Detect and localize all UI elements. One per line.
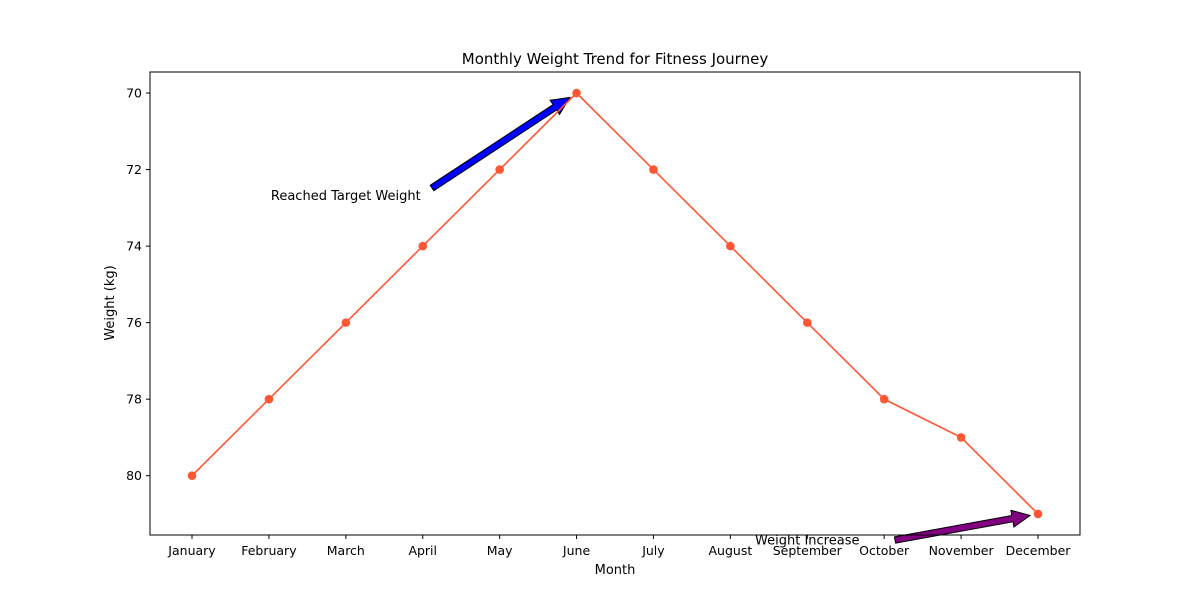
data-point xyxy=(187,471,197,480)
data-point xyxy=(572,88,581,98)
data-point xyxy=(956,433,966,442)
annotation-arrows xyxy=(429,96,1032,544)
annotation-text: Reached Target Weight xyxy=(271,189,421,204)
data-point xyxy=(802,318,812,327)
plot-area-frame xyxy=(149,71,1081,536)
annotation-arrow xyxy=(429,96,571,192)
x-axis-label: Month xyxy=(595,563,636,578)
data-point xyxy=(726,241,735,251)
y-tick-label: 74 xyxy=(126,239,142,254)
x-tick-label: February xyxy=(241,543,297,558)
annotation-texts: Reached Target Weight Weight Increase xyxy=(271,189,860,548)
data-point xyxy=(649,165,658,174)
data-point xyxy=(264,394,274,404)
y-axis-label: Weight (kg) xyxy=(103,265,118,340)
x-tick-label: April xyxy=(408,543,437,558)
annotation-arrow xyxy=(893,509,1032,544)
chart-title: Monthly Weight Trend for Fitness Journey xyxy=(462,50,769,68)
y-axis: 70 72 74 76 78 80 xyxy=(126,86,150,483)
y-tick-label: 80 xyxy=(126,468,142,483)
series-line xyxy=(191,91,1039,515)
x-tick-label: January xyxy=(167,543,216,558)
x-tick-label: August xyxy=(708,543,752,558)
x-tick-label: May xyxy=(487,543,513,558)
y-tick-label: 76 xyxy=(126,315,142,330)
x-tick-label: March xyxy=(327,543,365,558)
x-tick-label: September xyxy=(773,543,843,558)
y-tick-label: 70 xyxy=(126,86,142,101)
data-point xyxy=(879,394,889,404)
series-layer xyxy=(187,88,1043,519)
y-tick-label: 72 xyxy=(126,162,142,177)
y-tick-label: 78 xyxy=(126,392,142,407)
x-tick-label: July xyxy=(641,543,665,558)
data-point xyxy=(418,241,428,251)
annotation-text: Weight Increase xyxy=(755,534,859,549)
data-point xyxy=(1033,509,1043,519)
x-tick-label: June xyxy=(562,543,591,558)
x-tick-label: November xyxy=(929,543,995,558)
x-axis: January February March April May June July Augu… xyxy=(167,535,1071,558)
data-point xyxy=(341,318,351,327)
data-point xyxy=(495,165,504,174)
x-tick-label: October xyxy=(859,543,910,558)
x-tick-label: December xyxy=(1006,543,1072,558)
